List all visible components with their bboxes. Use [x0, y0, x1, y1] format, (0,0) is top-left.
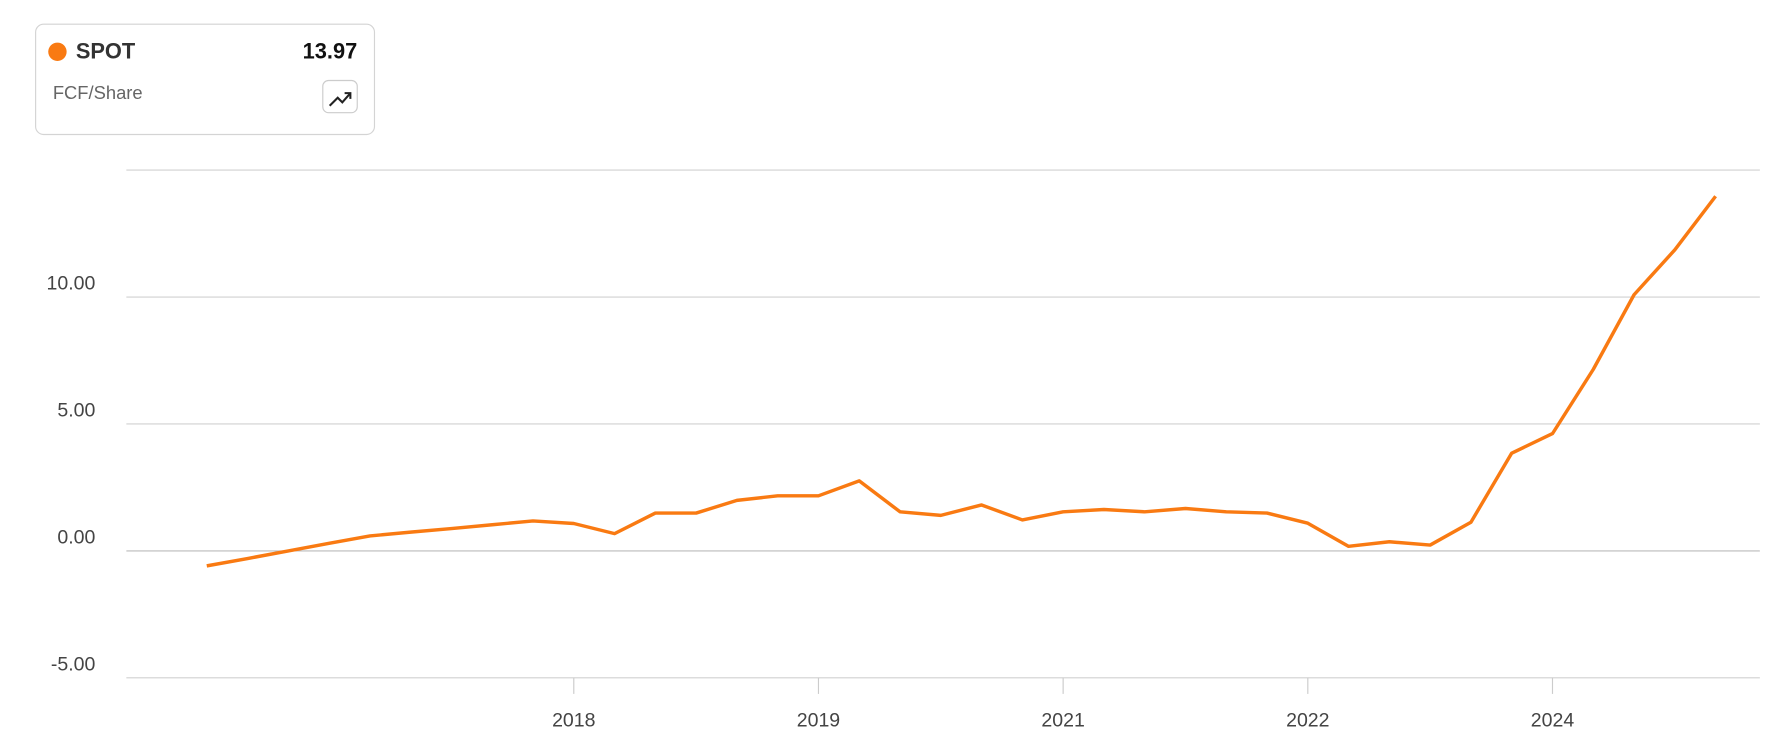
last-value: 13.97: [303, 39, 358, 64]
y-tick-label: 5.00: [57, 399, 95, 421]
x-tick-label: 2018: [552, 710, 595, 732]
legend-card: [35, 23, 376, 136]
trend-icon-arrow: [344, 92, 352, 99]
y-tick-label: -5.00: [51, 653, 96, 675]
chart-type-button[interactable]: [322, 79, 358, 114]
x-tick-label: 2024: [1531, 710, 1575, 732]
y-tick-label: 0.00: [57, 526, 95, 548]
x-tick-label: 2021: [1041, 710, 1084, 732]
trend-icon: [328, 92, 352, 107]
y-tick-label: 10.00: [46, 273, 95, 295]
legend-dot: [48, 42, 67, 61]
x-tick-label: 2019: [797, 710, 840, 732]
series-name: SPOT: [76, 39, 136, 64]
series-line: [206, 195, 1717, 568]
x-tick-label: 2022: [1286, 710, 1329, 732]
metric-label: FCF/Share: [53, 82, 143, 103]
